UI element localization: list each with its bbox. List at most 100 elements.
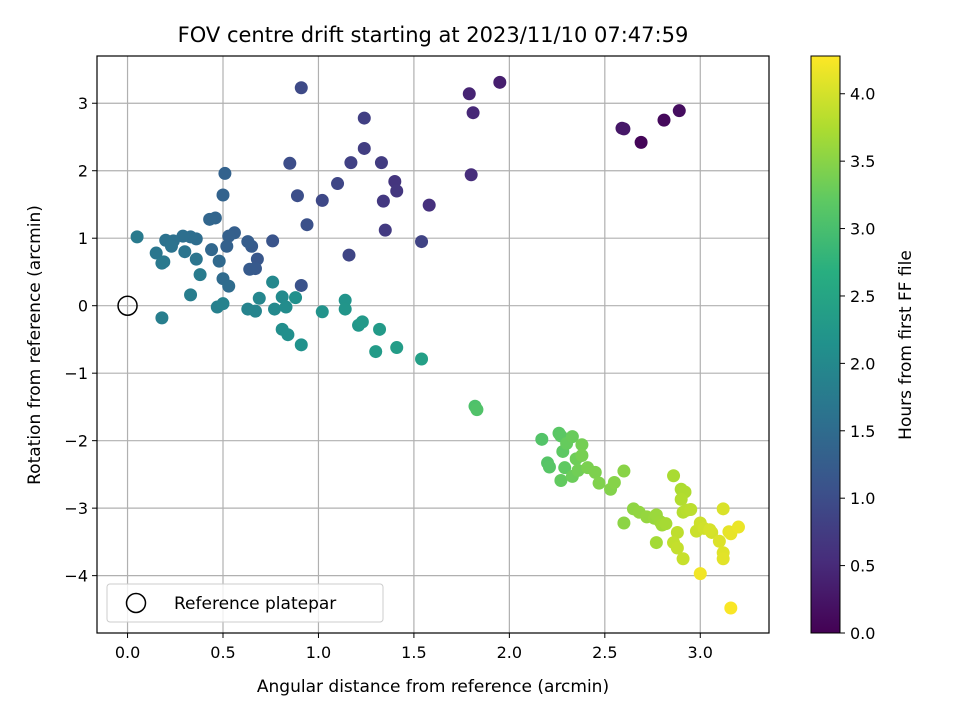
data-point [266, 234, 280, 248]
data-point [300, 218, 314, 232]
data-point [222, 279, 236, 293]
data-point [216, 297, 230, 311]
y-tick-label: −4 [64, 567, 88, 586]
y-tick-label: 2 [78, 162, 88, 181]
x-tick-label: 3.0 [688, 643, 713, 662]
grid-lines [97, 56, 769, 633]
data-points [130, 75, 745, 615]
data-point [241, 235, 255, 249]
data-point [703, 523, 717, 537]
colorbar-tick-label: 2.5 [850, 287, 875, 306]
data-point [575, 449, 589, 463]
colorbar-label: Hours from first FF file [896, 250, 916, 440]
data-point [369, 345, 383, 359]
data-point [376, 194, 390, 208]
data-point [338, 302, 352, 316]
data-point [203, 212, 217, 226]
data-point [283, 156, 297, 170]
data-point [252, 291, 266, 305]
data-point [130, 230, 144, 244]
data-point [279, 300, 293, 314]
data-point [670, 525, 684, 539]
data-point [617, 464, 631, 478]
legend-marker-icon [125, 592, 147, 614]
data-point [724, 601, 738, 615]
data-point [617, 516, 631, 530]
y-axis-label: Rotation from reference (arcmin) [25, 205, 45, 485]
data-point [684, 503, 698, 517]
data-point [357, 141, 371, 155]
colorbar-tick-label: 2.0 [850, 354, 875, 373]
data-point [155, 256, 169, 270]
y-tick-label: −2 [64, 432, 88, 451]
chart-title: FOV centre drift starting at 2023/11/10 … [178, 23, 689, 47]
reference-point [117, 295, 138, 316]
x-axis-ticks: 0.0 0.5 1.0 1.5 2.0 2.5 3.0 [115, 633, 713, 662]
colorbar-tick-label: 4.0 [850, 85, 875, 104]
x-tick-label: 1.5 [401, 643, 426, 662]
data-point [716, 552, 730, 566]
data-point [592, 476, 606, 490]
data-point [667, 469, 681, 483]
data-point [212, 254, 226, 268]
x-tick-label: 0.5 [210, 643, 235, 662]
data-point [281, 328, 295, 342]
colorbar-tick-label: 1.0 [850, 489, 875, 508]
data-point [344, 156, 358, 170]
legend-label: Reference platepar [174, 594, 336, 614]
data-point [712, 534, 726, 548]
data-point [294, 338, 308, 352]
data-point [189, 252, 203, 266]
data-point [149, 246, 163, 260]
data-point [355, 315, 369, 329]
data-point [470, 403, 484, 417]
data-point [390, 341, 404, 355]
data-point [617, 122, 631, 136]
data-point [374, 156, 388, 170]
data-point [693, 567, 707, 581]
y-tick-label: −3 [64, 499, 88, 518]
data-point [565, 430, 579, 444]
y-tick-label: 0 [78, 297, 88, 316]
data-point [220, 239, 234, 253]
data-point [275, 290, 289, 304]
data-point [462, 87, 476, 101]
x-tick-label: 0.0 [115, 643, 140, 662]
colorbar-gradient [810, 55, 841, 634]
data-point [607, 476, 621, 490]
colorbar: 0.0 0.5 1.0 1.5 2.0 2.5 3.0 3.5 4.0 Hours from f… [810, 55, 916, 643]
data-point [184, 288, 198, 302]
data-point [294, 278, 308, 292]
colorbar-ticks: 0.0 0.5 1.0 1.5 2.0 2.5 3.0 3.5 4.0 [840, 85, 875, 643]
data-point [268, 302, 282, 316]
data-point [178, 245, 192, 259]
data-point [390, 184, 404, 198]
data-point [672, 104, 686, 118]
data-point [357, 111, 371, 125]
data-point [575, 438, 589, 452]
data-point [266, 275, 280, 289]
data-point [670, 541, 684, 555]
data-point [493, 75, 507, 89]
colorbar-tick-label: 0.0 [850, 624, 875, 643]
x-tick-label: 2.5 [592, 643, 617, 662]
data-point [289, 291, 303, 305]
data-point [415, 352, 429, 366]
colorbar-tick-label: 3.0 [850, 220, 875, 239]
data-point [588, 465, 602, 479]
data-point [466, 106, 480, 120]
data-point [331, 177, 345, 191]
y-axis-ticks: 3 2 1 0 −1 −2 −3 −4 [64, 94, 97, 586]
legend-box [106, 583, 384, 623]
data-point [716, 502, 730, 516]
data-point [542, 460, 556, 474]
data-point [243, 262, 257, 276]
x-tick-label: 2.0 [497, 643, 522, 662]
data-point [378, 223, 392, 237]
data-point [634, 135, 648, 149]
data-point [558, 461, 572, 475]
data-point [731, 520, 745, 534]
y-tick-label: 3 [78, 94, 88, 113]
data-point [554, 473, 568, 487]
